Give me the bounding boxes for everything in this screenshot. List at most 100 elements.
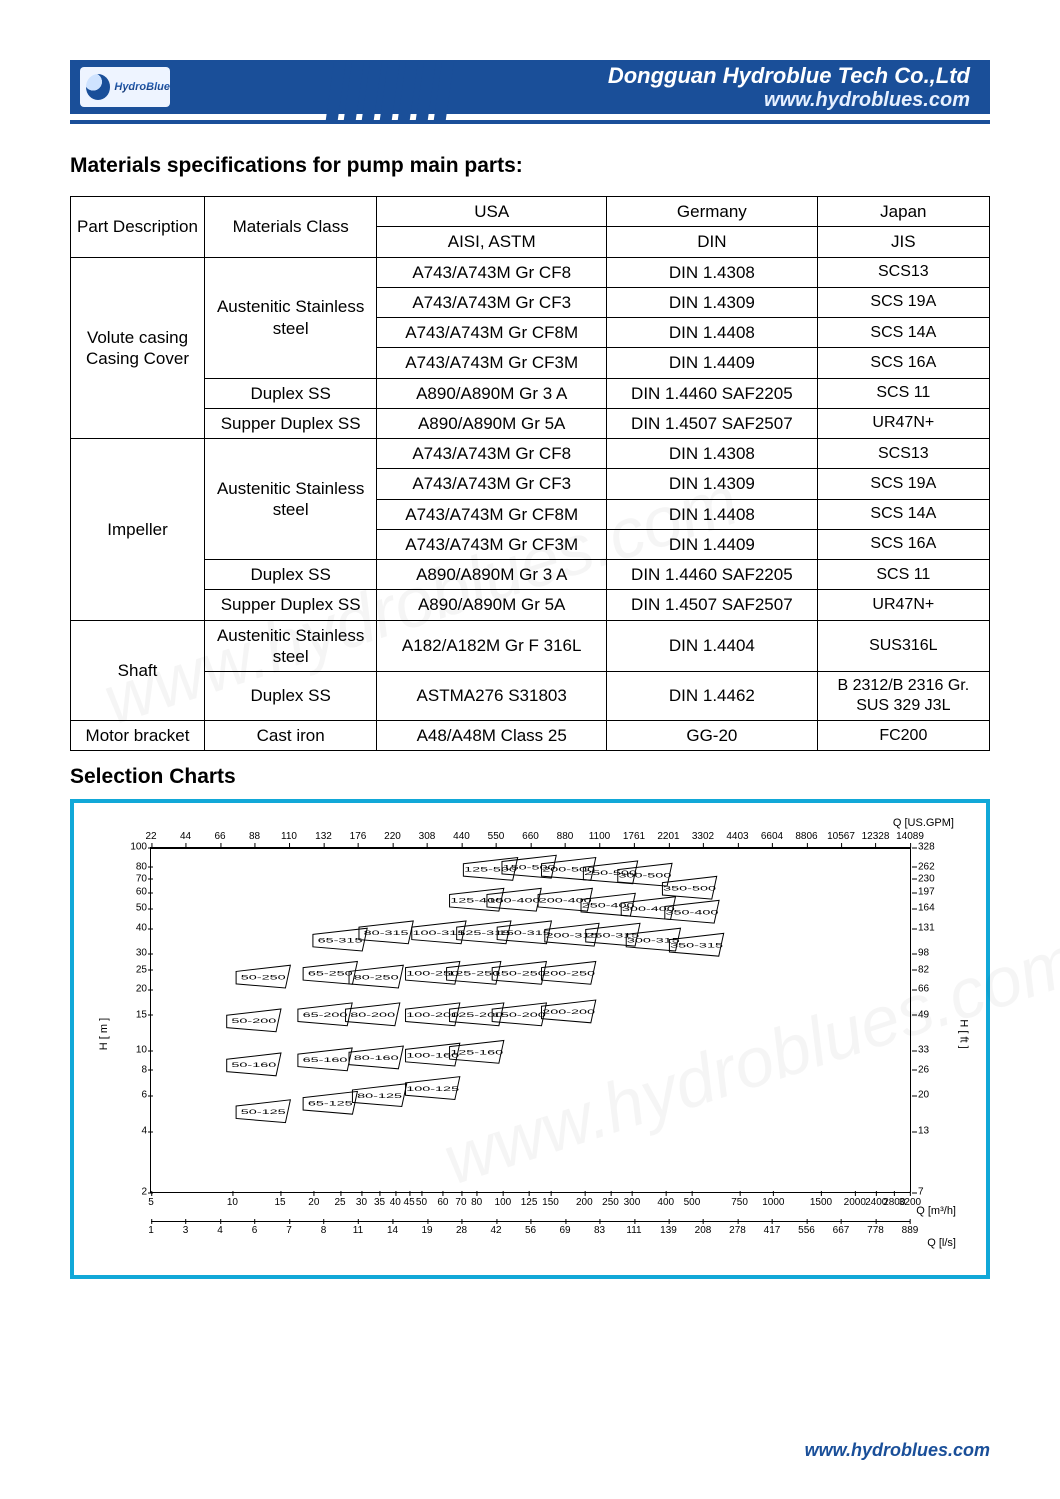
axis-tick: 889 xyxy=(902,1225,919,1236)
axis-tick: 131 xyxy=(918,923,948,934)
axis-tick: 69 xyxy=(559,1225,570,1236)
axis-tick: 3 xyxy=(183,1225,189,1236)
header-banner: HydroBlue Dongguan Hydroblue Tech Co.,Lt… xyxy=(70,60,990,114)
svg-text:200-250: 200-250 xyxy=(542,971,595,978)
axis-tick: 50 xyxy=(416,1197,427,1208)
logo-text: HydroBlue xyxy=(114,81,170,93)
svg-text:150-200: 150-200 xyxy=(493,1012,546,1019)
axis-tick: 8 xyxy=(321,1225,327,1236)
svg-text:125-160: 125-160 xyxy=(450,1050,503,1057)
axis-tick: 20 xyxy=(308,1197,319,1208)
axis-tick: 208 xyxy=(695,1225,712,1236)
axis-tick: 45 xyxy=(404,1197,415,1208)
axis-tick: 40 xyxy=(390,1197,401,1208)
axis-tick: 100 xyxy=(495,1197,512,1208)
axis-tick: 2201 xyxy=(657,831,679,842)
axis-tick: 4403 xyxy=(726,831,748,842)
svg-text:65-315: 65-315 xyxy=(318,937,363,944)
axis-tick: 440 xyxy=(453,831,470,842)
axis-tick: 98 xyxy=(918,948,948,959)
axis-tick: 66 xyxy=(918,984,948,995)
axis-tick: 88 xyxy=(249,831,260,842)
footer-url: www.hydroblues.com xyxy=(805,1440,990,1461)
axis-tick: 10 xyxy=(227,1197,238,1208)
svg-text:350-500: 350-500 xyxy=(663,885,716,892)
axis-tick: 66 xyxy=(214,831,225,842)
axis-tick: 11 xyxy=(353,1225,363,1236)
axis-tick: 6 xyxy=(252,1225,258,1236)
axis-tick: 20 xyxy=(117,984,147,995)
company-name: Dongguan Hydroblue Tech Co.,Ltd xyxy=(608,63,970,89)
axis-tick: 4 xyxy=(117,1126,147,1137)
svg-text:300-500: 300-500 xyxy=(618,872,671,879)
svg-text:80-315: 80-315 xyxy=(364,930,409,937)
svg-text:350-400: 350-400 xyxy=(666,909,719,916)
axis-tick: 13 xyxy=(918,1126,948,1137)
axis-h-m-label: H [ m ] xyxy=(98,1017,110,1049)
axis-tick: 15 xyxy=(117,1009,147,1020)
axis-tick: 200 xyxy=(576,1197,593,1208)
svg-text:50-200: 50-200 xyxy=(231,1018,276,1025)
svg-text:50-125: 50-125 xyxy=(241,1109,286,1116)
axis-tick: 10 xyxy=(117,1045,147,1056)
axis-tick: 6604 xyxy=(761,831,783,842)
axis-tick: 1 xyxy=(148,1225,154,1236)
axis-tick: 50 xyxy=(117,903,147,914)
axis-tick: 262 xyxy=(918,861,948,872)
axis-tick: 417 xyxy=(764,1225,781,1236)
banner-stripes xyxy=(330,60,460,120)
axis-tick: 83 xyxy=(594,1225,605,1236)
axis-tick: 250 xyxy=(602,1197,619,1208)
svg-text:80-125: 80-125 xyxy=(357,1093,402,1100)
materials-table: Part DescriptionMaterials ClassUSAGerman… xyxy=(70,196,990,751)
axis-tick: 125 xyxy=(521,1197,538,1208)
axis-tick: 49 xyxy=(918,1009,948,1020)
axis-tick: 6 xyxy=(117,1090,147,1101)
axis-tick: 1761 xyxy=(623,831,645,842)
axis-tick: 164 xyxy=(918,903,948,914)
chart-title: Selection Charts xyxy=(70,765,990,789)
axis-tick: 110 xyxy=(281,831,297,842)
axis-tick: 60 xyxy=(117,887,147,898)
axis-tick: 5 xyxy=(148,1197,154,1208)
logo: HydroBlue xyxy=(80,67,170,107)
axis-tick: 328 xyxy=(918,842,948,853)
axis-tick: 25 xyxy=(334,1197,345,1208)
banner-underline xyxy=(70,120,990,124)
svg-text:150-400: 150-400 xyxy=(488,897,541,904)
axis-tick: 880 xyxy=(557,831,574,842)
axis-tick: 82 xyxy=(918,964,948,975)
axis-tick: 22 xyxy=(145,831,156,842)
axis-tick: 42 xyxy=(490,1225,501,1236)
axis-tick: 176 xyxy=(350,831,367,842)
svg-text:80-160: 80-160 xyxy=(354,1055,399,1062)
axis-tick: 7 xyxy=(286,1225,292,1236)
axis-tick: 26 xyxy=(918,1064,948,1075)
axis-tick: 8806 xyxy=(795,831,817,842)
axis-tick: 500 xyxy=(684,1197,701,1208)
axis-tick: 30 xyxy=(117,948,147,959)
axis-tick: 778 xyxy=(867,1225,884,1236)
svg-text:150-315: 150-315 xyxy=(498,930,551,937)
axis-tick: 308 xyxy=(419,831,436,842)
materials-title: Materials specifications for pump main p… xyxy=(70,154,990,178)
svg-text:65-250: 65-250 xyxy=(308,971,353,978)
axis-tick: 400 xyxy=(657,1197,674,1208)
axis-tick: 80 xyxy=(471,1197,482,1208)
axis-tick: 139 xyxy=(660,1225,677,1236)
axis-tick: 1000 xyxy=(762,1197,784,1208)
axis-tick: 132 xyxy=(315,831,332,842)
axis-tick: 7 xyxy=(918,1187,948,1198)
axis-tick: 12328 xyxy=(862,831,890,842)
axis-tick: 25 xyxy=(117,964,147,975)
axis-tick: 40 xyxy=(117,923,147,934)
axis-tick: 20 xyxy=(918,1090,948,1101)
axis-tick: 660 xyxy=(522,831,539,842)
axis-tick: 44 xyxy=(180,831,191,842)
axis-tick: 15 xyxy=(274,1197,285,1208)
axis-tick: 111 xyxy=(626,1225,641,1236)
axis-tick: 667 xyxy=(833,1225,850,1236)
svg-text:50-250: 50-250 xyxy=(241,974,286,981)
axis-tick: 35 xyxy=(374,1197,385,1208)
axis-tick: 220 xyxy=(384,831,401,842)
